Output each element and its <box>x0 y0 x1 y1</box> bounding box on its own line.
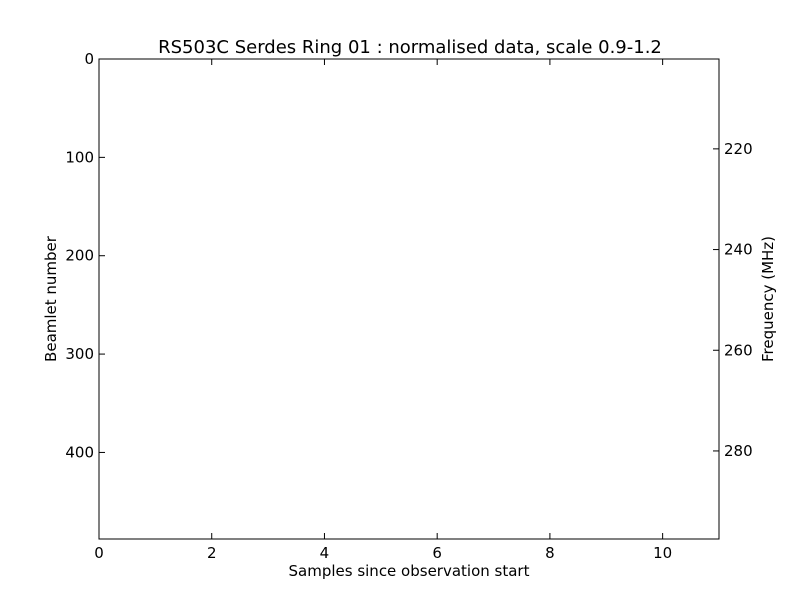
y-tick-label: 0 <box>84 50 94 68</box>
y2-tick-label: 220 <box>724 140 753 158</box>
y-axis-ticks: 0 100 200 300 400 <box>65 50 105 461</box>
y-axis-label: Beamlet number <box>42 235 60 362</box>
plot-area <box>98 58 720 540</box>
y-tick-label: 400 <box>65 443 94 461</box>
x-tick-label: 8 <box>545 544 555 562</box>
y-tick-label: 300 <box>65 345 94 363</box>
y-tick-label: 200 <box>65 247 94 265</box>
y2-tick-label: 260 <box>724 341 753 359</box>
secondary-y-axis-ticks: 220 240 260 280 <box>713 140 753 460</box>
x-axis-label: Samples since observation start <box>289 562 530 580</box>
y2-tick-label: 280 <box>724 442 753 460</box>
y2-tick-label: 240 <box>724 241 753 259</box>
x-tick-label: 6 <box>432 544 442 562</box>
x-tick-label: 0 <box>94 544 104 562</box>
y-tick-label: 100 <box>65 148 94 166</box>
x-tick-label: 4 <box>320 544 330 562</box>
x-axis-ticks: 0 2 4 6 8 10 <box>94 59 672 562</box>
x-tick-label: 10 <box>653 544 672 562</box>
secondary-y-axis-label: Frequency (MHz) <box>759 236 777 362</box>
x-tick-label: 2 <box>207 544 217 562</box>
chart-title: RS503C Serdes Ring 01 : normalised data,… <box>158 37 662 58</box>
